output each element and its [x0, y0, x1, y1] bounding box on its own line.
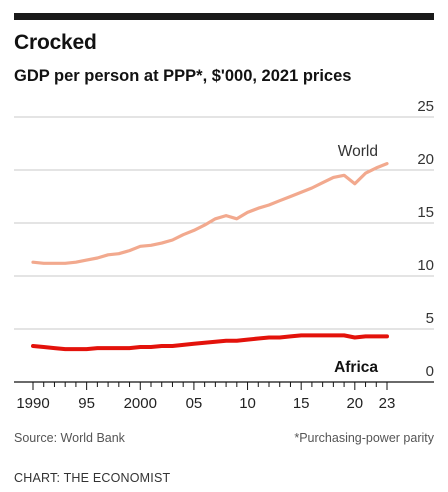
series-line-world: [31, 162, 389, 265]
x-tick-label-2000: 2000: [124, 395, 157, 412]
x-tick-label-2015: 15: [293, 395, 310, 412]
y-tick-label-25: 25: [417, 98, 434, 115]
x-tick-label-2023: 23: [379, 395, 396, 412]
series-line-africa: [31, 333, 389, 352]
y-tick-label-20: 20: [417, 151, 434, 168]
series-label-africa: Africa: [334, 359, 378, 376]
x-tick-label-1995: 95: [78, 395, 95, 412]
y-tick-label-10: 10: [417, 257, 434, 274]
y-tick-label-0: 0: [426, 363, 434, 380]
x-tick-label-1990: 1990: [16, 395, 49, 412]
y-tick-label-15: 15: [417, 204, 434, 221]
source-note: Source: World Bank: [14, 431, 125, 445]
x-tick-label-2005: 05: [186, 395, 203, 412]
chart-subtitle: GDP per person at PPP*, $'000, 2021 pric…: [14, 67, 352, 85]
series-label-world: World: [338, 143, 378, 160]
x-tick-label-2020: 20: [346, 395, 363, 412]
top-rule: [14, 13, 434, 20]
y-tick-label-5: 5: [426, 310, 434, 327]
chart-title: Crocked: [14, 31, 97, 54]
x-tick-label-2010: 10: [239, 395, 256, 412]
footnote: *Purchasing-power parity: [294, 431, 434, 445]
chart-credit: CHART: THE ECONOMIST: [14, 471, 171, 485]
